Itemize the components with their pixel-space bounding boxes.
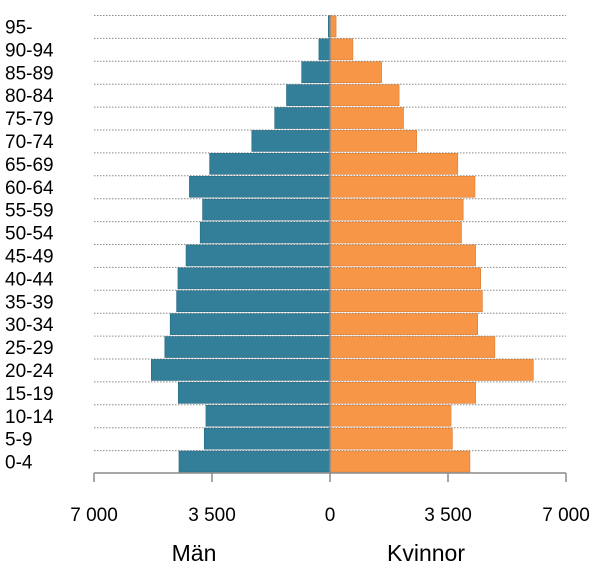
age-label-80-84: 80-84	[5, 86, 54, 107]
bar-female-25-29	[329, 336, 496, 358]
x-tick-label: 3 500	[424, 505, 472, 526]
bar-female-75-79	[329, 107, 404, 129]
age-label-75-79: 75-79	[5, 109, 54, 130]
left-series-label: Män	[172, 540, 217, 565]
bar-male-65-69	[209, 153, 331, 175]
age-label-70-74: 70-74	[5, 132, 54, 153]
bar-male-30-34	[169, 313, 331, 335]
age-label-85-89: 85-89	[5, 63, 54, 84]
bar-female-0-4	[329, 450, 471, 473]
male-bars	[151, 15, 331, 473]
bar-female-45-49	[329, 244, 476, 267]
bar-female-40-44	[329, 267, 482, 290]
gridlines	[94, 15, 566, 452]
bar-female-80-84	[329, 84, 400, 106]
bar-female-10-14	[329, 404, 452, 427]
age-label-5-9: 5-9	[5, 430, 32, 451]
axes	[93, 15, 567, 482]
bar-male-40-44	[177, 267, 331, 290]
bar-female-30-34	[329, 313, 478, 335]
bar-male-75-79	[274, 107, 331, 129]
bar-female-90-94	[329, 38, 354, 61]
x-tick-labels: 7 000 3 500 0 3 500 7 000	[70, 505, 590, 526]
bar-female-95-	[329, 15, 337, 38]
x-tick-label: 0	[325, 505, 336, 526]
bar-male-10-14	[205, 404, 331, 427]
bar-male-20-24	[151, 359, 331, 381]
bar-female-60-64	[329, 175, 476, 198]
bar-female-20-24	[329, 359, 534, 381]
bar-female-85-89	[329, 61, 382, 84]
bar-male-15-19	[177, 382, 331, 404]
bar-male-5-9	[203, 427, 331, 450]
age-label-10-14: 10-14	[5, 407, 54, 428]
age-label-0-4: 0-4	[5, 453, 33, 474]
bar-male-55-59	[202, 198, 331, 221]
age-label-60-64: 60-64	[5, 178, 54, 199]
bar-female-55-59	[329, 198, 464, 221]
age-label-55-59: 55-59	[5, 201, 54, 222]
bar-male-0-4	[178, 450, 331, 473]
age-label-45-49: 45-49	[5, 246, 54, 267]
bar-male-80-84	[286, 84, 331, 106]
age-label-20-24: 20-24	[5, 361, 54, 382]
x-tick-label: 7 000	[542, 505, 590, 526]
bar-male-90-94	[318, 38, 331, 61]
bar-female-70-74	[329, 130, 417, 152]
bar-female-50-54	[329, 221, 462, 244]
age-label-30-34: 30-34	[5, 315, 54, 336]
age-label-40-44: 40-44	[5, 269, 54, 290]
age-label-50-54: 50-54	[5, 224, 54, 245]
bar-female-65-69	[329, 153, 459, 175]
bar-male-70-74	[251, 130, 331, 152]
bar-male-35-39	[176, 290, 331, 313]
age-label-65-69: 65-69	[5, 155, 54, 176]
bar-female-35-39	[329, 290, 483, 313]
bar-male-45-49	[185, 244, 331, 267]
bar-female-5-9	[329, 427, 453, 450]
x-tick-label: 3 500	[188, 505, 236, 526]
age-label-25-29: 25-29	[5, 338, 54, 359]
bar-male-25-29	[164, 336, 331, 358]
age-group-labels: 95-90-9485-8980-8475-7970-7465-6960-6455…	[5, 17, 54, 473]
bar-male-60-64	[189, 175, 331, 198]
bar-male-85-89	[301, 61, 331, 84]
right-series-label: Kvinnor	[387, 540, 465, 565]
age-label-95-: 95-	[5, 17, 32, 38]
bar-male-50-54	[199, 221, 331, 244]
age-label-35-39: 35-39	[5, 292, 54, 313]
age-label-90-94: 90-94	[5, 40, 54, 61]
age-label-15-19: 15-19	[5, 384, 54, 405]
x-tick-label: 7 000	[70, 505, 118, 526]
bar-female-15-19	[329, 382, 476, 404]
